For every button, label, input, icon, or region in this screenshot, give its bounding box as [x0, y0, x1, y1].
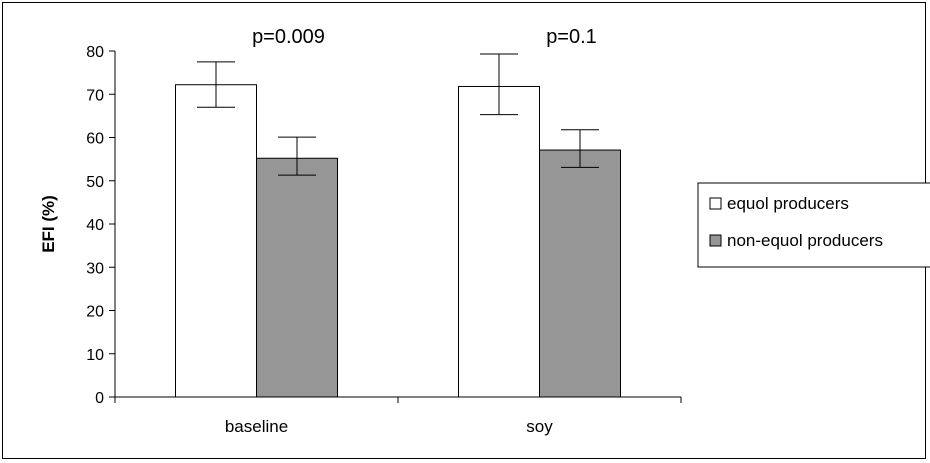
- y-tick-label: 80: [86, 44, 104, 61]
- y-tick-label: 50: [86, 174, 104, 191]
- y-tick-label: 10: [86, 347, 104, 364]
- legend-swatch: [709, 197, 722, 210]
- y-tick-label: 60: [86, 131, 104, 148]
- x-category-label: baseline: [225, 417, 288, 436]
- bars: [175, 84, 621, 398]
- y-tick-label: 70: [86, 87, 104, 104]
- legend-label: equol producers: [727, 194, 849, 213]
- bar: [175, 84, 257, 398]
- bar: [458, 85, 540, 398]
- legend: equol producers non-equol producers: [697, 182, 930, 268]
- y-tick-label: 40: [86, 217, 104, 234]
- bar: [539, 149, 621, 398]
- labels: baseline p=0.009 soy p=0.1: [225, 26, 597, 436]
- bar: [256, 157, 338, 398]
- y-tick-label: 20: [86, 304, 104, 321]
- y-tick-label: 0: [95, 390, 104, 407]
- error-bars: [197, 53, 599, 176]
- p-value-annotation: p=0.1: [546, 26, 597, 48]
- y-axis-label: EFI (%): [39, 195, 58, 253]
- legend-swatch: [709, 234, 722, 247]
- p-value-annotation: p=0.009: [252, 26, 325, 48]
- x-category-label: soy: [526, 417, 553, 436]
- y-tick-label: 30: [86, 260, 104, 277]
- legend-box: [697, 182, 930, 268]
- legend-label: non-equol producers: [727, 231, 883, 250]
